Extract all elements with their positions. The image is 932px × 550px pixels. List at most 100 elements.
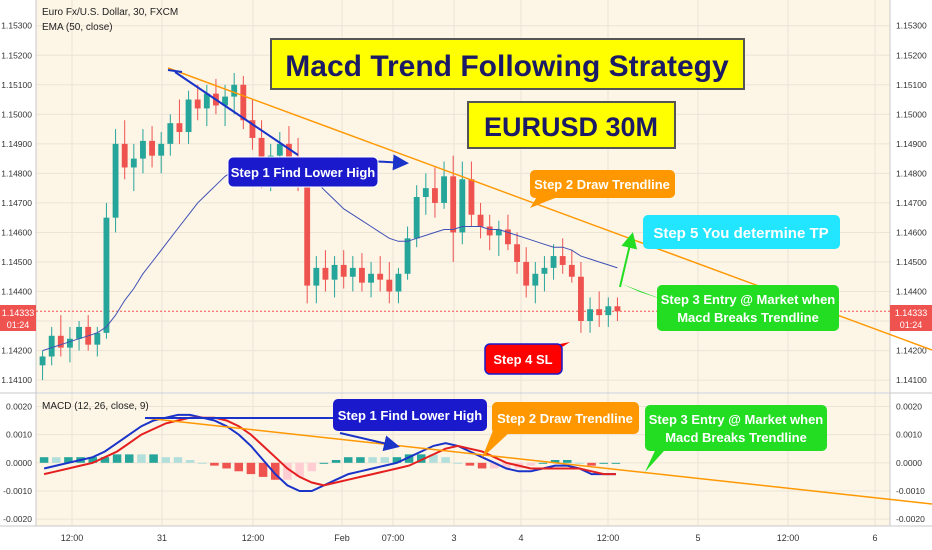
macd-tick-right: 0.0020 <box>896 401 922 411</box>
subtitle-text: EURUSD 30M <box>484 112 658 142</box>
price-tick-left: 1.15000 <box>1 109 32 119</box>
histogram-bar <box>246 462 256 475</box>
candle-body <box>395 273 402 292</box>
macd-tick-right: -0.0010 <box>896 486 925 496</box>
candle-body <box>459 179 466 233</box>
price-tag-right-value: 1.14333 <box>895 308 928 318</box>
histogram-bar <box>453 462 463 464</box>
histogram-bar <box>222 462 231 469</box>
candle-body <box>505 229 511 245</box>
candle-body <box>112 143 119 218</box>
step1-callout[interactable]: Step 1 Find Lower High <box>227 156 379 188</box>
candle-body <box>176 123 183 133</box>
histogram-bar <box>416 454 426 463</box>
price-tick-right: 1.15300 <box>896 21 927 31</box>
price-tag-left-value: 1.14333 <box>2 308 35 318</box>
candle-body <box>185 99 192 133</box>
time-tick: Feb <box>334 533 350 543</box>
step5-callout[interactable]: Step 5 You determine TP <box>643 215 840 249</box>
price-tick-left: 1.14800 <box>1 168 32 178</box>
tp-arrow <box>619 232 638 288</box>
histogram-bar <box>562 460 572 463</box>
price-tick-right: 1.14200 <box>896 346 927 356</box>
title-banner: Macd Trend Following Strategy <box>270 38 745 90</box>
histogram-bar <box>477 462 487 469</box>
macd-tick-left: -0.0020 <box>3 514 32 524</box>
price-tick-right: 1.14800 <box>896 168 927 178</box>
histogram-bar <box>465 462 475 466</box>
candle-body <box>559 256 566 265</box>
price-tick-left: 1.14900 <box>1 139 32 149</box>
histogram-bar <box>210 462 219 466</box>
histogram-bar <box>368 457 377 463</box>
price-tick-right: 1.14100 <box>896 375 927 385</box>
price-tick-left: 1.14600 <box>1 227 32 237</box>
price-tick-right: 1.15000 <box>896 109 927 119</box>
price-tick-right: 1.15200 <box>896 50 927 60</box>
candle-body <box>121 143 128 168</box>
step3-callout[interactable]: Step 3 Entry @ Market when Macd Breaks T… <box>657 285 839 331</box>
candle-body <box>203 93 210 109</box>
candle-body <box>94 332 101 345</box>
candle-body <box>48 335 55 357</box>
price-tick-right: 1.14500 <box>896 257 927 267</box>
histogram-bar <box>295 462 304 477</box>
step3-text-line2: Macd Breaks Trendline <box>677 310 819 325</box>
candle-body <box>486 226 493 236</box>
histogram-bar <box>307 462 317 472</box>
macd-step3-text-line2: Macd Breaks Trendline <box>665 430 807 445</box>
price-tick-right: 1.14700 <box>896 198 927 208</box>
macd-step1-callout[interactable]: Step 1 Find Lower High <box>333 399 487 431</box>
ema-legend[interactable]: EMA (50, close) <box>42 22 113 33</box>
macd-step1-text: Step 1 Find Lower High <box>338 408 483 423</box>
time-axis[interactable]: 12:00 31 12:00 Feb 07:00 3 4 12:00 5 12:00 6 <box>61 533 878 543</box>
candle-body <box>67 338 73 348</box>
candle-body <box>441 176 447 203</box>
price-tag-left-countdown: 01:24 <box>7 320 30 330</box>
price-tick-right: 1.15100 <box>896 80 927 90</box>
price-tag-left: 1.14333 01:24 <box>0 305 36 331</box>
candle-body <box>249 120 256 138</box>
histogram-bar <box>149 454 158 463</box>
histogram-bar <box>112 454 122 463</box>
price-tick-left: 1.14200 <box>1 346 32 356</box>
candle-body <box>194 99 201 109</box>
candle-body <box>130 158 137 168</box>
histogram-bar <box>356 457 365 463</box>
price-tag-right-countdown: 01:24 <box>900 320 923 330</box>
candle-body <box>359 267 365 283</box>
macd-axis: 0.0020 0.0020 0.0010 0.0010 0.0000 0.0000 -0.0… <box>3 401 925 524</box>
candle-body <box>550 256 557 268</box>
candle-body <box>596 309 603 316</box>
histogram-bar <box>611 462 621 464</box>
ema-line <box>42 161 618 352</box>
candle-body <box>167 123 174 144</box>
macd-trendline[interactable] <box>144 417 932 505</box>
candle-body <box>587 309 593 322</box>
candle-body <box>158 143 165 156</box>
macd-tick-left: 0.0020 <box>6 401 32 411</box>
price-tick-right: 1.14600 <box>896 227 927 237</box>
symbol-legend[interactable]: Euro Fx/U.S. Dollar, 30, FXCM <box>42 7 178 18</box>
histogram-bar <box>599 462 609 464</box>
macd-legend[interactable]: MACD (12, 26, close, 9) <box>42 401 149 412</box>
macd-step2-callout[interactable]: Step 2 Draw Trendline <box>492 402 639 434</box>
macd-tick-left: 0.0000 <box>6 458 32 468</box>
time-tick: 31 <box>157 533 167 543</box>
macd-tick-right: 0.0010 <box>896 430 922 440</box>
candle-body <box>103 217 110 333</box>
macd-tick-right: 0.0000 <box>896 458 922 468</box>
step4-callout[interactable]: Step 4 SL <box>484 343 563 375</box>
macd-line <box>43 413 616 492</box>
candle-body <box>331 264 338 280</box>
candle-body <box>313 267 320 286</box>
histogram-bar <box>258 462 268 477</box>
step1-arrow-a <box>174 71 299 156</box>
time-tick: 4 <box>518 533 523 543</box>
step4-text: Step 4 SL <box>493 352 552 367</box>
histogram-bar <box>137 454 146 463</box>
macd-step3-callout[interactable]: Step 3 Entry @ Market when Macd Breaks T… <box>645 405 827 451</box>
histogram-bar <box>283 462 292 480</box>
step2-callout[interactable]: Step 2 Draw Trendline <box>530 170 675 198</box>
step5-text: Step 5 You determine TP <box>653 225 828 242</box>
